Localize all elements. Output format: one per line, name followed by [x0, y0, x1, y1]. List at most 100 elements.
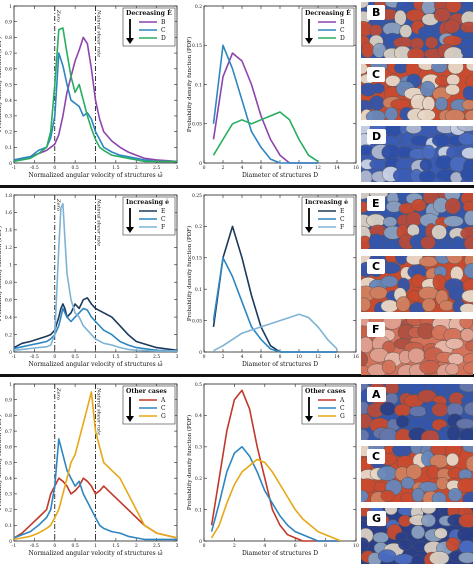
- reference-label: Zero: [55, 9, 61, 22]
- x-tick-label: 2: [222, 165, 225, 171]
- grain-cell: [460, 167, 473, 182]
- x-axis-label: Diameter of structures D: [242, 550, 318, 557]
- y-tick-label: 0.2: [5, 507, 12, 513]
- series-line-d: [212, 111, 319, 163]
- grain-cell: [432, 273, 446, 291]
- x-tick-label: 0: [53, 543, 56, 549]
- grain-cell: [458, 132, 473, 146]
- grain-cell: [368, 233, 385, 249]
- grain-cell: [445, 84, 460, 96]
- legend-label: E: [161, 208, 165, 215]
- snapshot-label: G: [367, 511, 387, 526]
- grain-cell: [446, 73, 461, 86]
- series-line-b: [212, 52, 318, 164]
- simulation-snapshot: D: [361, 126, 473, 182]
- y-tick-label: 0.4: [195, 413, 202, 419]
- grain-cell: [465, 64, 473, 72]
- grain-cell: [395, 414, 410, 429]
- snapshot-image: [361, 446, 473, 502]
- legend-label: A: [339, 397, 345, 404]
- series-line-c: [13, 307, 178, 352]
- y-tick-label: 0.2: [5, 129, 12, 135]
- y-tick-label: 0.6: [5, 297, 12, 303]
- x-tick-label: 0: [53, 165, 56, 171]
- grain-cell: [417, 109, 436, 120]
- plot-frame: [203, 383, 357, 542]
- grain-cell: [379, 401, 397, 416]
- legend-title: Increasing ė: [126, 199, 169, 206]
- snapshot-label: E: [367, 196, 385, 211]
- grain-cell: [381, 359, 396, 375]
- simulation-snapshot: G: [361, 508, 473, 564]
- x-tick-label: 6: [294, 543, 297, 549]
- legend-label: C: [161, 405, 166, 412]
- legend-label: C: [340, 405, 345, 412]
- grain-cell: [411, 487, 425, 502]
- grain-cell: [435, 477, 449, 490]
- grain-cell: [422, 96, 436, 112]
- grain-cell: [451, 236, 465, 249]
- grain-cell: [463, 235, 473, 249]
- grain-cell: [445, 337, 464, 350]
- grain-cell: [392, 168, 413, 182]
- grain-cell: [431, 64, 448, 74]
- simulation-snapshot: A: [361, 384, 473, 440]
- y-tick-label: 0.7: [5, 51, 12, 57]
- legend-label: A: [160, 397, 166, 404]
- x-tick-label: -0.5: [30, 165, 39, 171]
- x-tick-label: 0: [53, 354, 56, 360]
- grain-cell: [433, 384, 449, 396]
- grain-cell: [429, 551, 450, 564]
- y-tick-label: 1.6: [5, 210, 12, 216]
- y-tick-label: 0.05: [192, 318, 202, 324]
- grain-cell: [394, 403, 412, 417]
- x-tick-label: 2: [222, 354, 225, 360]
- grain-cell: [384, 107, 399, 120]
- grain-cell: [384, 508, 398, 516]
- grain-cell: [383, 216, 398, 228]
- grain-cell: [431, 402, 449, 417]
- grain-cell: [465, 455, 473, 472]
- x-axis-label: Normalized angular velocity of structure…: [28, 172, 162, 179]
- snapshot-label: D: [367, 129, 387, 144]
- grain-cell: [462, 446, 473, 453]
- legend-arrow-head: [126, 227, 134, 233]
- grain-cell: [464, 109, 473, 120]
- snapshot-label: C: [367, 449, 386, 464]
- grain-cell: [463, 361, 473, 375]
- grain-cell: [407, 347, 425, 364]
- x-tick-label: 2.5: [153, 165, 160, 171]
- grain-cell: [458, 428, 473, 440]
- simulation-snapshot: E: [361, 193, 473, 249]
- legend-arrow-head: [126, 38, 134, 44]
- grain-cell: [411, 198, 427, 212]
- legend-label: D: [161, 35, 166, 42]
- grain-cell: [444, 19, 460, 34]
- x-tick-label: 4: [241, 354, 244, 360]
- legend-arrow-head: [305, 38, 313, 44]
- legend-label: C: [161, 216, 166, 223]
- x-tick-label: 10: [296, 165, 302, 171]
- grain-cell: [460, 21, 473, 33]
- grain-cell: [380, 275, 399, 288]
- x-tick-label: 0.5: [72, 165, 79, 171]
- x-tick-label: 0: [203, 543, 206, 549]
- y-tick-label: 0: [199, 539, 202, 545]
- grain-cell: [405, 463, 423, 480]
- grain-cell: [418, 170, 436, 182]
- grain-cell: [447, 64, 464, 75]
- grain-cell: [390, 98, 411, 110]
- legend-label: C: [161, 27, 166, 34]
- grain-cell: [465, 340, 473, 352]
- snapshot-label: C: [367, 259, 386, 274]
- legend-label: D: [340, 35, 345, 42]
- y-tick-label: 0: [199, 161, 202, 167]
- grain-cell: [463, 263, 473, 279]
- x-tick-label: 6: [260, 165, 263, 171]
- grain-cell: [445, 537, 461, 552]
- y-tick-label: 0.5: [5, 82, 12, 88]
- x-tick-label: 16: [353, 354, 359, 360]
- y-tick-label: 0.2: [195, 224, 202, 230]
- series-line-b: [13, 36, 178, 163]
- legend-arrow-head: [305, 416, 313, 422]
